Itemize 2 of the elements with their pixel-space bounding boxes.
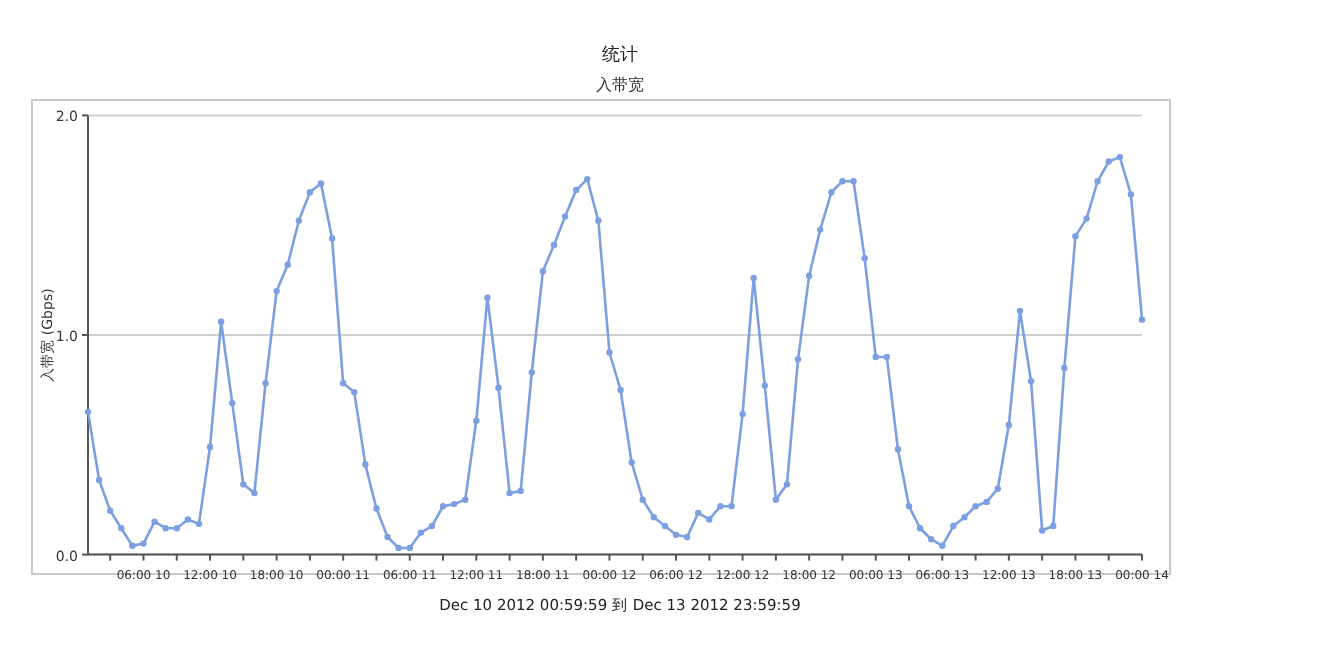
subtitle: 入带宽 xyxy=(596,76,644,94)
title: 统计 xyxy=(602,46,638,66)
